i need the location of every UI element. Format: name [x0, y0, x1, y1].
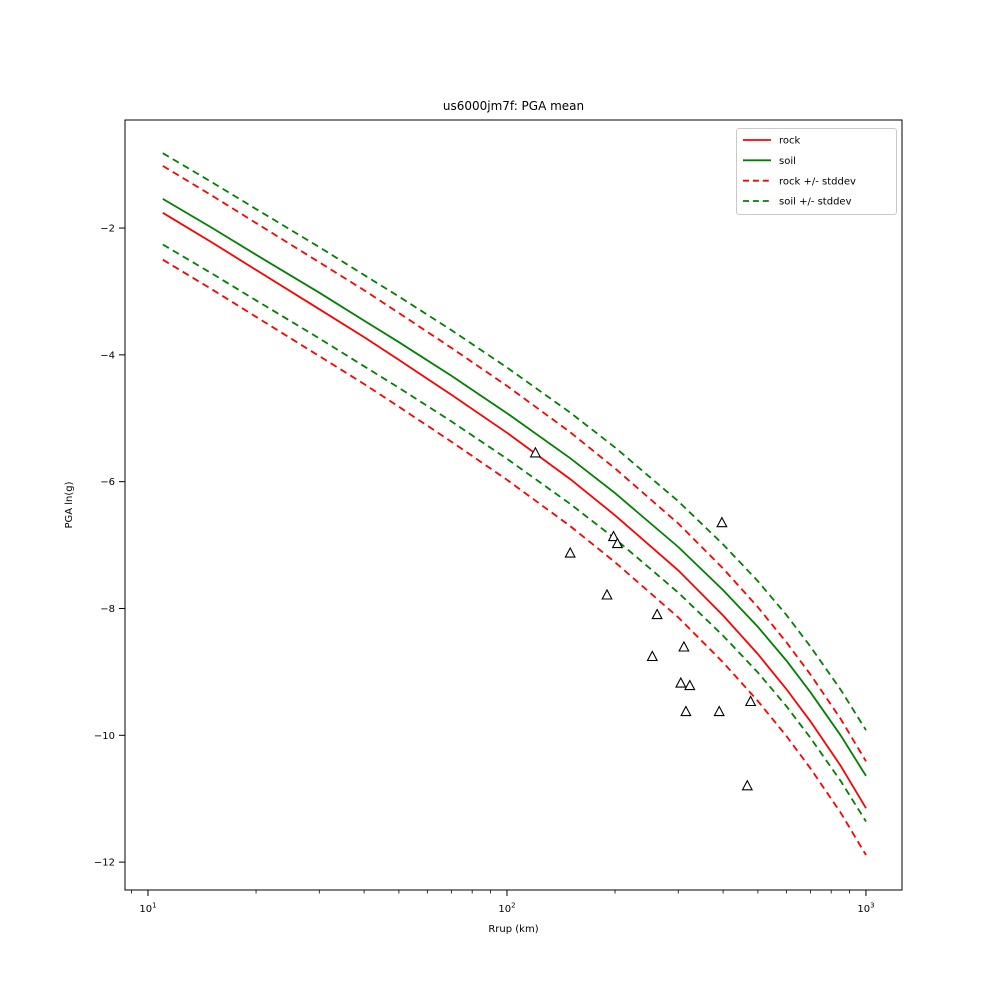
y-tick-label: −2: [100, 224, 115, 235]
station-marker: [684, 679, 696, 691]
station-marker: [611, 537, 624, 549]
legend-label: rock: [779, 136, 801, 147]
station-marker: [675, 676, 687, 688]
legend-box: [736, 128, 897, 215]
y-tick-label: −4: [100, 350, 115, 361]
station-marker: [564, 546, 576, 558]
x-axis-label: Rrup (km): [488, 924, 538, 935]
legend-label: soil +/- stddev: [779, 197, 852, 208]
curve-rock: [162, 212, 867, 809]
station-marker: [716, 516, 728, 528]
curves-layer: [162, 152, 867, 856]
station-marker: [646, 650, 659, 662]
plot-box: [124, 119, 903, 891]
y-tick-label: −8: [100, 604, 115, 615]
station-marker: [680, 705, 692, 717]
legend: rock soil rock +/- stddev soil +/- stddev: [736, 128, 897, 215]
chart-title: us6000jm7f: PGA mean: [443, 99, 584, 113]
y-axis-ticks: −2 −4 −6 −8 −10 −12: [94, 224, 125, 869]
station-marker: [744, 695, 757, 707]
x-tick-label: 102: [498, 902, 515, 916]
station-marker: [651, 608, 663, 620]
curve-soil: [162, 198, 867, 777]
x-tick-label: 101: [139, 902, 156, 916]
curve-rock-plus-stddev: [162, 165, 867, 762]
y-axis-label: PGA ln(g): [64, 481, 75, 528]
station-markers-layer: [529, 446, 757, 791]
station-marker: [529, 446, 542, 458]
station-marker: [713, 705, 725, 717]
curve-soil-minus-stddev: [162, 243, 867, 822]
legend-label: rock +/- stddev: [779, 176, 856, 187]
y-tick-label: −10: [94, 731, 115, 742]
curve-rock-minus-stddev: [162, 258, 867, 856]
curve-soil-plus-stddev: [162, 152, 867, 731]
station-marker: [607, 530, 620, 542]
y-tick-label: −6: [100, 477, 115, 488]
station-marker: [601, 588, 613, 600]
station-marker: [741, 779, 754, 791]
x-tick-label: 103: [857, 902, 874, 916]
y-tick-label: −12: [94, 858, 115, 869]
station-marker: [678, 640, 690, 652]
x-axis-ticks: 101 102 103: [131, 890, 875, 916]
legend-label: soil: [779, 156, 796, 167]
